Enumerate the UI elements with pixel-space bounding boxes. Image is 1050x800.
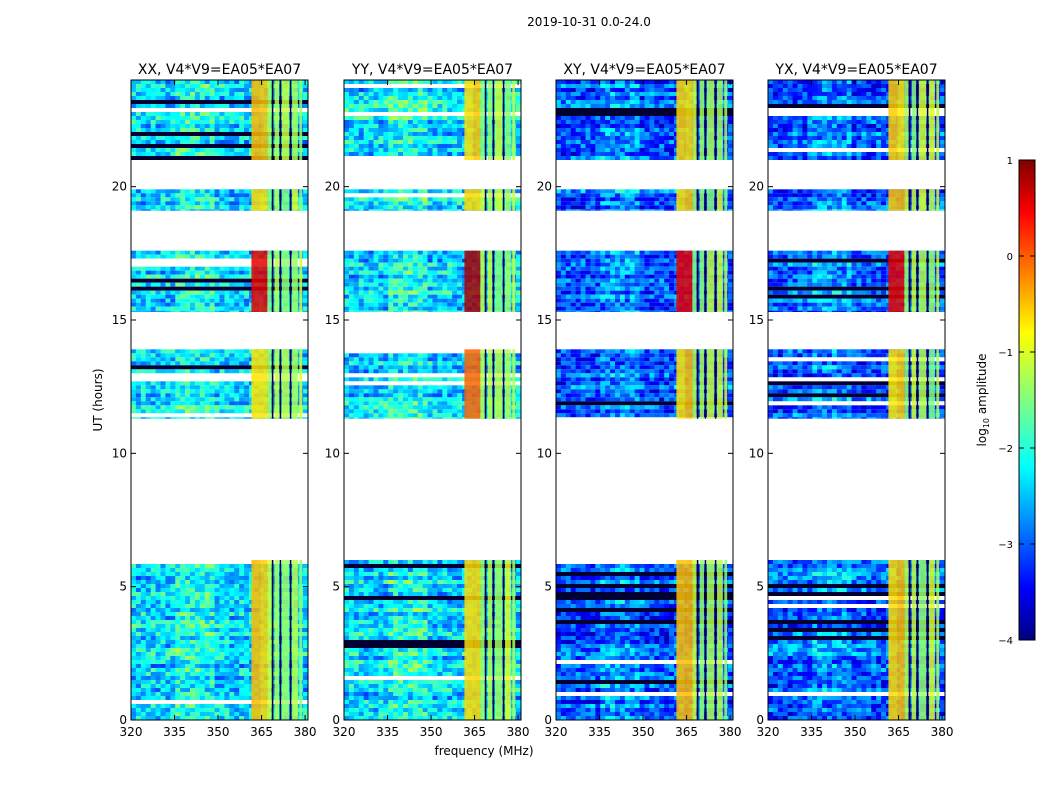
y-tick-label: 5 bbox=[756, 580, 764, 594]
y-tick-label: 10 bbox=[537, 446, 552, 460]
y-tick-label: 20 bbox=[325, 180, 340, 194]
figure-suptitle: 2019-10-31 0.0-24.0 bbox=[527, 15, 651, 29]
y-tick-label: 5 bbox=[544, 580, 552, 594]
x-tick-label: 365 bbox=[463, 725, 486, 739]
x-tick-label: 380 bbox=[507, 725, 530, 739]
axes-frame bbox=[130, 79, 309, 721]
y-tick-label: 5 bbox=[119, 580, 127, 594]
y-tick-label: 5 bbox=[332, 580, 340, 594]
heatmap-image bbox=[768, 80, 946, 720]
y-tick-label: 20 bbox=[749, 180, 764, 194]
colorbar: 10−1−2−3−4 log10 amplitude bbox=[975, 156, 1036, 647]
x-tick-label: 350 bbox=[632, 725, 655, 739]
y-tick-label: 0 bbox=[544, 713, 552, 727]
x-tick-label: 380 bbox=[719, 725, 742, 739]
panels: XX, V4*V9=EA05*EA07 320 335 350 365 380 0 5 10 15… bbox=[112, 62, 954, 739]
x-tick-label: 335 bbox=[376, 725, 399, 739]
x-tick-label: 380 bbox=[931, 725, 954, 739]
colorbar-tick-label: −4 bbox=[998, 636, 1013, 647]
x-tick-label: 365 bbox=[250, 725, 273, 739]
panel-title: XY, V4*V9=EA05*EA07 bbox=[563, 62, 725, 78]
y-tick-label: 0 bbox=[332, 713, 340, 727]
colorbar-tick-label: −1 bbox=[998, 348, 1013, 359]
x-tick-label: 335 bbox=[163, 725, 186, 739]
x-tick-label: 335 bbox=[800, 725, 823, 739]
x-tick-label: 320 bbox=[120, 725, 143, 739]
x-tick-label: 320 bbox=[757, 725, 780, 739]
panel-yx: YX, V4*V9=EA05*EA07 320 335 350 365 380 0 5 10 15… bbox=[749, 62, 954, 739]
y-tick-label: 10 bbox=[325, 446, 340, 460]
x-tick-label: 350 bbox=[420, 725, 443, 739]
y-tick-label: 20 bbox=[112, 180, 127, 194]
y-tick-label: 15 bbox=[537, 313, 552, 327]
heatmap-image bbox=[556, 80, 734, 720]
y-tick-label: 10 bbox=[749, 446, 764, 460]
y-axis-label: UT (hours) bbox=[91, 368, 105, 431]
x-tick-label: 320 bbox=[545, 725, 568, 739]
x-tick-label: 380 bbox=[294, 725, 317, 739]
heatmap-image bbox=[131, 80, 309, 720]
colorbar-tick-label: 1 bbox=[1007, 156, 1013, 167]
x-tick-label: 335 bbox=[588, 725, 611, 739]
colorbar-label: log10 amplitude bbox=[975, 354, 991, 447]
colorbar-gradient bbox=[1018, 159, 1036, 641]
y-tick-label: 20 bbox=[537, 180, 552, 194]
axes-frame bbox=[555, 79, 734, 721]
x-tick-label: 350 bbox=[207, 725, 230, 739]
axes-frame bbox=[343, 79, 522, 721]
y-tick-label: 15 bbox=[325, 313, 340, 327]
panel-title: XX, V4*V9=EA05*EA07 bbox=[138, 62, 301, 78]
axes-frame bbox=[767, 79, 946, 721]
panel-xx: XX, V4*V9=EA05*EA07 320 335 350 365 380 0 5 10 15… bbox=[112, 62, 317, 739]
x-axis-label: frequency (MHz) bbox=[434, 744, 533, 758]
colorbar-tick-label: −3 bbox=[998, 540, 1013, 551]
x-tick-label: 350 bbox=[844, 725, 867, 739]
y-tick-label: 0 bbox=[119, 713, 127, 727]
panel-title: YY, V4*V9=EA05*EA07 bbox=[351, 62, 513, 78]
colorbar-tick-label: −2 bbox=[998, 444, 1013, 455]
heatmap-image bbox=[344, 80, 522, 720]
colorbar-tick-label: 0 bbox=[1007, 252, 1013, 263]
panel-xy: XY, V4*V9=EA05*EA07 320 335 350 365 380 0 5 10 15… bbox=[537, 62, 742, 739]
panel-yy: YY, V4*V9=EA05*EA07 320 335 350 365 380 0 5 10 15… bbox=[325, 62, 530, 739]
y-tick-label: 10 bbox=[112, 446, 127, 460]
x-tick-label: 320 bbox=[333, 725, 356, 739]
x-tick-label: 365 bbox=[887, 725, 910, 739]
panel-title: YX, V4*V9=EA05*EA07 bbox=[774, 62, 937, 78]
y-tick-label: 15 bbox=[749, 313, 764, 327]
colorbar-label-subscript: 10 bbox=[982, 418, 991, 428]
x-tick-label: 365 bbox=[675, 725, 698, 739]
y-tick-label: 0 bbox=[756, 713, 764, 727]
y-tick-label: 15 bbox=[112, 313, 127, 327]
